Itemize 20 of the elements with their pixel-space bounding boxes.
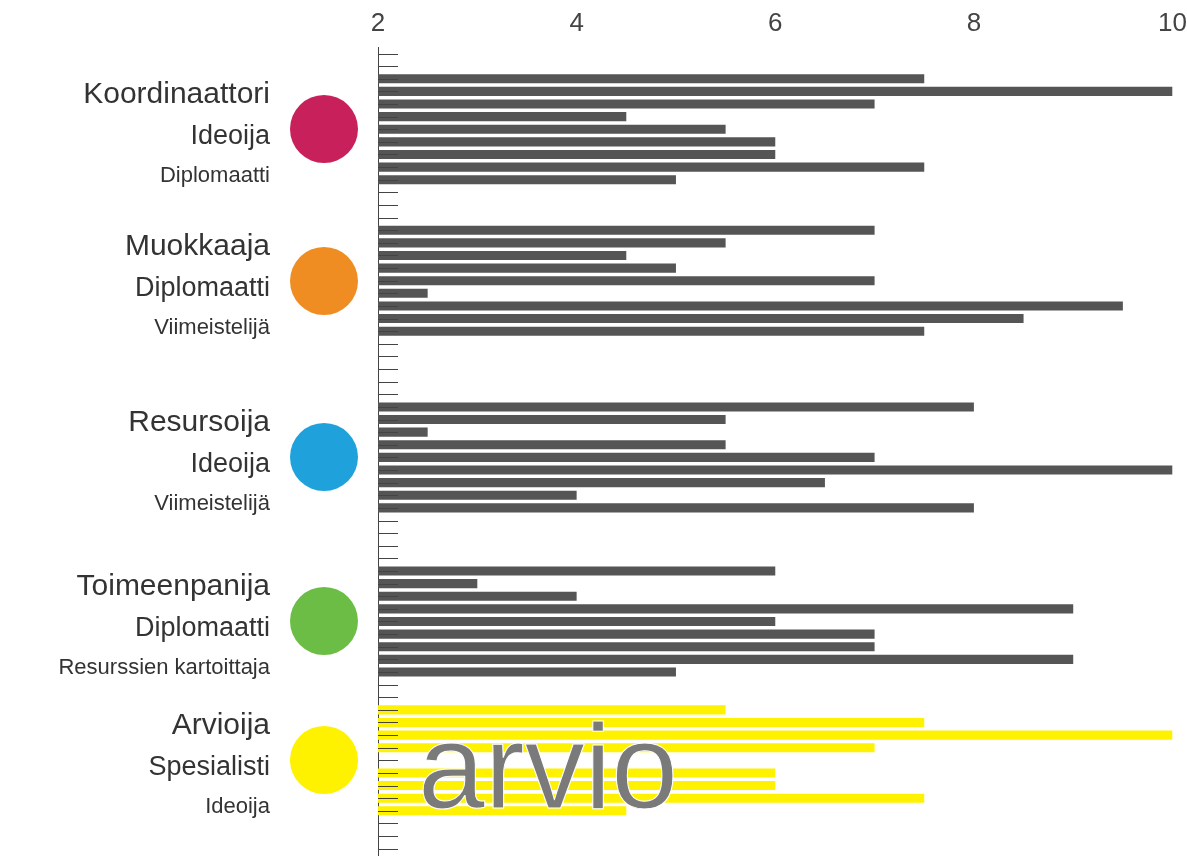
text: Ideoija bbox=[190, 447, 270, 480]
text: Muokkaaja bbox=[124, 226, 270, 263]
text: Diplomaatti bbox=[134, 270, 270, 303]
text: Diplomaatti bbox=[134, 611, 270, 644]
text: Spesialisti bbox=[148, 750, 270, 783]
x-tick-label: 6 bbox=[768, 6, 783, 37]
x-tick-label: 10 bbox=[1158, 6, 1187, 37]
x-tick-label: 8 bbox=[966, 6, 982, 37]
text: Viimeistelijä bbox=[154, 490, 270, 517]
text: Arvioija bbox=[171, 706, 270, 743]
text: Ideoija bbox=[205, 793, 270, 820]
text: Koordinaattori bbox=[83, 75, 270, 112]
x-tick-label: 2 bbox=[370, 6, 386, 37]
x-tick-label: 4 bbox=[569, 6, 584, 37]
text: Resursoija bbox=[128, 403, 270, 440]
text: Diplomaatti bbox=[159, 162, 270, 189]
text: Ideoija bbox=[190, 119, 270, 152]
text: Viimeistelijä bbox=[154, 313, 270, 340]
text: Resurssien kartoittaja bbox=[58, 654, 270, 681]
text: Toimeenpanija bbox=[76, 567, 270, 604]
